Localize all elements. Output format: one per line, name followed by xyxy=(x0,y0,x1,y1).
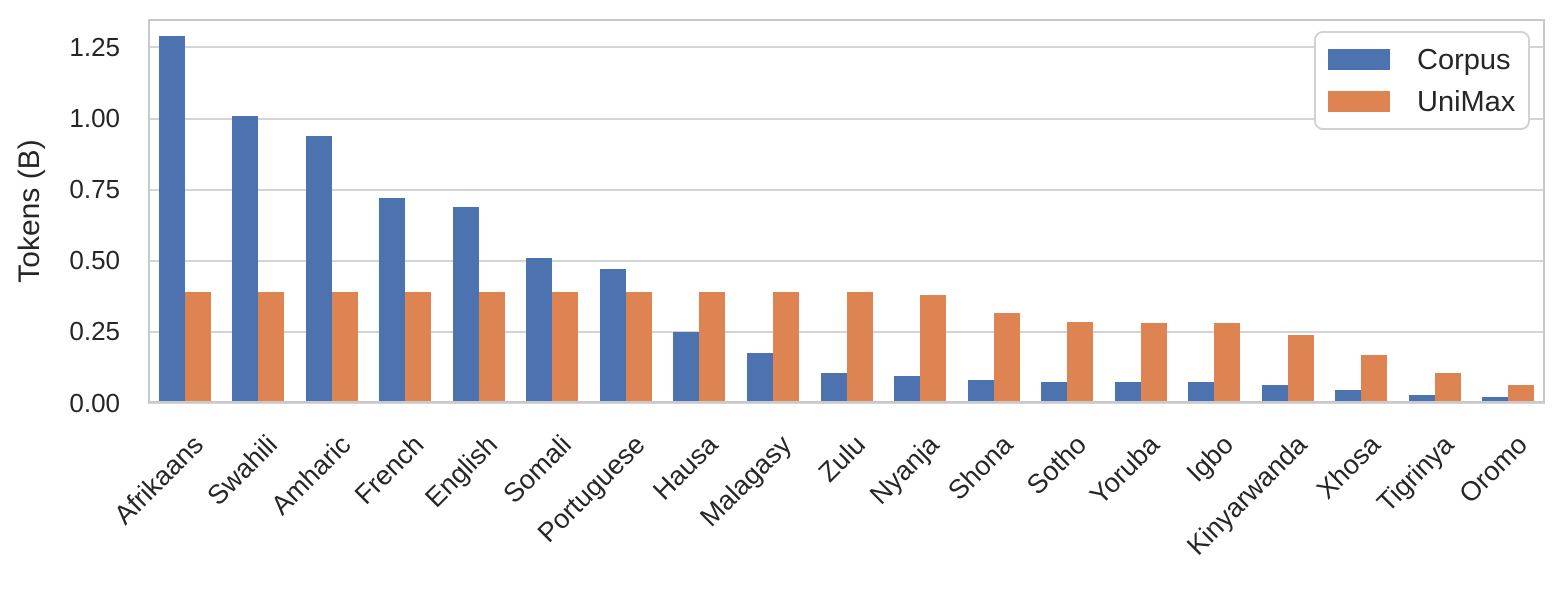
x-tick-label: Sotho xyxy=(1020,429,1092,501)
x-tick-label: Igbo xyxy=(1180,429,1239,488)
y-tick-label: 0.75 xyxy=(69,174,120,205)
bar-unimax-hausa xyxy=(699,292,726,403)
bar-corpus-portuguese xyxy=(599,269,626,403)
bar-unimax-kinyarwanda xyxy=(1287,334,1314,403)
x-tick-label: English xyxy=(419,429,504,514)
unimax-legend-label: UniMax xyxy=(1417,85,1516,118)
bar-corpus-igbo xyxy=(1188,381,1215,403)
bar-corpus-english xyxy=(452,206,479,403)
bar-corpus-tigrinya xyxy=(1408,394,1435,403)
x-tick-label: Yoruba xyxy=(1084,429,1166,511)
x-tick-label: Oromo xyxy=(1453,429,1533,509)
bar-corpus-kinyarwanda xyxy=(1261,384,1288,403)
bar-corpus-sotho xyxy=(1041,381,1068,403)
bar-unimax-malagasy xyxy=(773,292,799,403)
bar-unimax-zulu xyxy=(846,292,873,403)
bar-corpus-malagasy xyxy=(747,353,773,403)
bar-unimax-igbo xyxy=(1214,323,1241,403)
bar-corpus-hausa xyxy=(673,331,700,403)
corpus-legend-label: Corpus xyxy=(1417,43,1511,76)
corpus-color-swatch xyxy=(1328,49,1390,70)
y-tick-label: 0.00 xyxy=(69,387,120,418)
bar-unimax-english xyxy=(478,292,505,403)
bar-corpus-oromo xyxy=(1482,397,1509,403)
bar-unimax-portuguese xyxy=(625,292,652,403)
grid-line xyxy=(148,117,1545,120)
bar-unimax-swahili xyxy=(258,292,285,403)
bar-corpus-afrikaans xyxy=(158,36,185,403)
grid-line xyxy=(148,46,1545,49)
unimax-color-swatch xyxy=(1328,91,1390,112)
bar-corpus-yoruba xyxy=(1114,381,1141,403)
bar-corpus-swahili xyxy=(232,115,259,403)
bar-unimax-french xyxy=(405,292,432,403)
legend-item-corpus: Corpus xyxy=(1328,44,1528,76)
bar-unimax-yoruba xyxy=(1140,323,1167,403)
bar-unimax-shona xyxy=(993,313,1020,403)
bar-unimax-sotho xyxy=(1067,321,1094,403)
bar-unimax-somali xyxy=(552,292,579,403)
x-tick-label: Nyanja xyxy=(863,429,945,510)
bar-unimax-afrikaans xyxy=(184,292,211,403)
y-tick-label: 0.25 xyxy=(69,316,120,347)
legend-item-unimax: UniMax xyxy=(1328,86,1528,118)
y-tick-label: 0.50 xyxy=(69,245,120,276)
bar-corpus-amharic xyxy=(305,135,332,403)
x-tick-label: French xyxy=(349,429,430,510)
y-tick-label: 1.00 xyxy=(69,103,120,134)
bar-corpus-shona xyxy=(967,380,994,403)
x-tick-label: Tigrinya xyxy=(1370,429,1460,518)
legend: Corpus UniMax xyxy=(1314,31,1530,130)
grid-line xyxy=(148,188,1545,191)
bar-corpus-nyanja xyxy=(894,376,920,403)
bar-unimax-amharic xyxy=(331,292,358,403)
bar-unimax-oromo xyxy=(1508,384,1535,403)
bar-corpus-xhosa xyxy=(1335,390,1362,403)
y-tick-label: 1.25 xyxy=(69,31,120,62)
x-tick-label: Shona xyxy=(941,429,1019,506)
bar-corpus-french xyxy=(379,198,406,403)
bar-corpus-somali xyxy=(526,257,553,403)
x-tick-label: Amharic xyxy=(265,429,357,521)
bar-unimax-nyanja xyxy=(920,294,946,403)
bar-corpus-zulu xyxy=(820,373,847,403)
grid-line xyxy=(148,259,1545,262)
bar-unimax-tigrinya xyxy=(1434,373,1461,403)
bar-unimax-xhosa xyxy=(1361,354,1388,403)
grid-line xyxy=(148,402,1545,404)
x-tick-label: Zulu xyxy=(812,429,872,488)
x-tick-label: Afrikaans xyxy=(108,429,210,531)
